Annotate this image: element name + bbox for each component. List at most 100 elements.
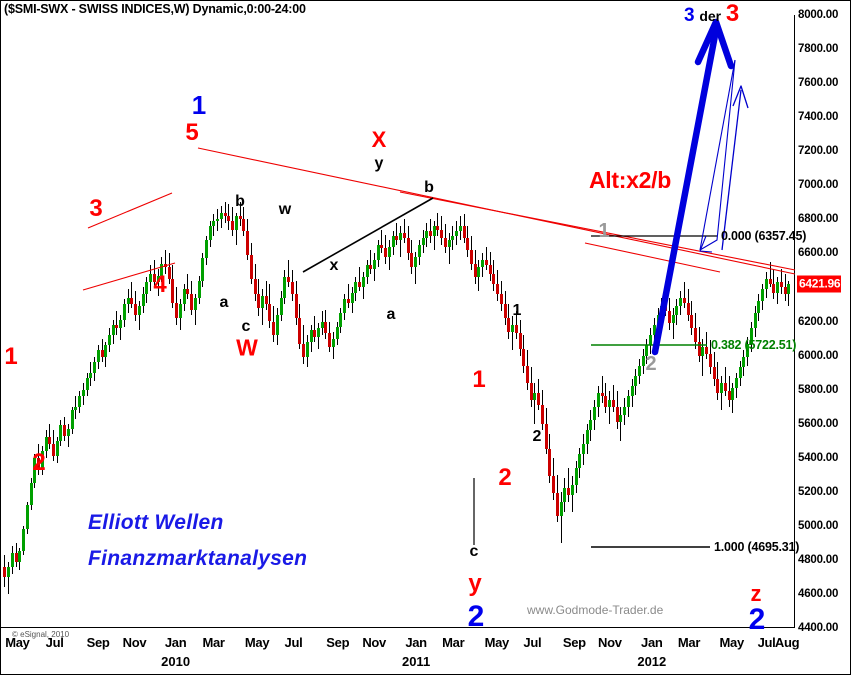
candle-wick: [359, 267, 361, 291]
candle-body: [432, 226, 436, 237]
time-axis-tick: May: [719, 635, 745, 650]
candle-body: [272, 321, 276, 336]
candle-wick: [187, 273, 189, 300]
candle-wick: [403, 219, 405, 244]
time-axis-tick: Sep: [562, 635, 586, 650]
candle-body: [671, 314, 675, 324]
time-axis-tick: Nov: [362, 635, 386, 650]
candle-body: [219, 212, 223, 220]
candle-body: [186, 289, 190, 295]
candle-body: [89, 372, 93, 378]
candle-body: [104, 345, 108, 358]
candle-body: [417, 244, 421, 257]
candle-wick: [683, 282, 685, 308]
candle-body: [776, 282, 780, 293]
candle-wick: [314, 316, 316, 342]
candle-body: [742, 357, 746, 368]
candle-body: [302, 343, 306, 358]
candle-body: [275, 314, 279, 336]
wave-label: x: [329, 257, 339, 274]
candle-body: [428, 231, 432, 237]
candle-body: [137, 306, 141, 315]
wave-label: 1: [191, 90, 207, 120]
candle-body: [436, 226, 440, 230]
wave-label: w: [278, 201, 292, 218]
candle-body: [343, 299, 347, 313]
candle-body: [126, 297, 130, 305]
candle-body: [589, 420, 593, 431]
price-axis-tick: 7800.00: [798, 43, 839, 56]
wave-label: 3: [89, 195, 103, 222]
candle-wick: [780, 268, 782, 295]
candle-body: [705, 347, 709, 354]
time-axis-tick: Jul: [523, 635, 542, 650]
candle-body: [376, 244, 380, 261]
candle-body: [466, 238, 470, 250]
wave-label: 2: [645, 353, 657, 375]
candle-body: [511, 324, 515, 332]
candle-body: [447, 239, 451, 247]
candle-body: [470, 249, 474, 264]
candle-body: [66, 428, 70, 436]
candle-body: [25, 505, 29, 530]
wave-label: 2: [498, 464, 512, 491]
price-axis-tick: 4400.00: [798, 622, 839, 634]
candle-wick: [164, 249, 166, 274]
candle-body: [130, 297, 134, 305]
candle-wick: [194, 294, 196, 325]
candle-body: [686, 302, 690, 315]
fib-level-label: 0.382 (5722.51): [711, 338, 797, 352]
price-axis-tick: 6600.00: [798, 247, 839, 260]
wave-label: y: [374, 155, 384, 172]
candle-wick: [612, 384, 614, 412]
candle-body: [473, 263, 477, 278]
candle-body: [231, 221, 235, 230]
candle-body: [317, 328, 320, 337]
candle-body: [567, 488, 571, 496]
candle-body: [208, 226, 212, 240]
candle-body: [37, 457, 41, 468]
candle-body: [481, 260, 485, 267]
brand-line-1: Elliott Wellen: [88, 511, 224, 534]
candle-body: [93, 362, 97, 373]
candle-body: [107, 335, 111, 346]
wave-label: X: [371, 127, 387, 152]
candle-body: [406, 238, 410, 254]
candle-body: [544, 423, 548, 450]
candle-body: [7, 566, 11, 577]
candle-wick: [347, 284, 349, 308]
candle-body: [81, 389, 85, 397]
candle-wick: [101, 338, 103, 363]
candle-body: [287, 277, 291, 283]
wave-label: 1: [512, 302, 522, 319]
time-axis-tick: Sep: [86, 635, 110, 650]
candle-body: [626, 396, 630, 407]
candle-wick: [706, 331, 708, 359]
candle-body: [242, 219, 246, 232]
candle-wick: [448, 232, 450, 264]
candle-body: [768, 278, 772, 285]
candle-body: [283, 277, 287, 298]
wave-3-of-3-label: 3 der 3: [684, 0, 739, 28]
candle-wick: [131, 282, 133, 308]
candle-body: [645, 345, 649, 356]
candle-body: [451, 236, 455, 240]
wave-label: y: [468, 570, 482, 597]
candlestick-series: [0, 15, 795, 628]
price-axis-tick: 8000.00: [798, 9, 839, 21]
candle-body: [660, 306, 664, 315]
candle-body: [477, 267, 481, 278]
candle-wick: [116, 311, 118, 336]
candle-wick: [620, 406, 622, 441]
candle-body: [33, 457, 37, 484]
candle-body: [44, 437, 48, 451]
candle-wick: [370, 249, 372, 274]
candle-body: [268, 304, 272, 322]
wave-label: 1: [472, 366, 486, 393]
candle-body: [667, 311, 671, 324]
alt-count-label: Alt:x2/b: [589, 167, 671, 193]
candle-body: [115, 324, 119, 329]
candle-wick: [8, 561, 10, 594]
wave-label: 1: [598, 220, 610, 242]
candle-body: [309, 330, 313, 342]
